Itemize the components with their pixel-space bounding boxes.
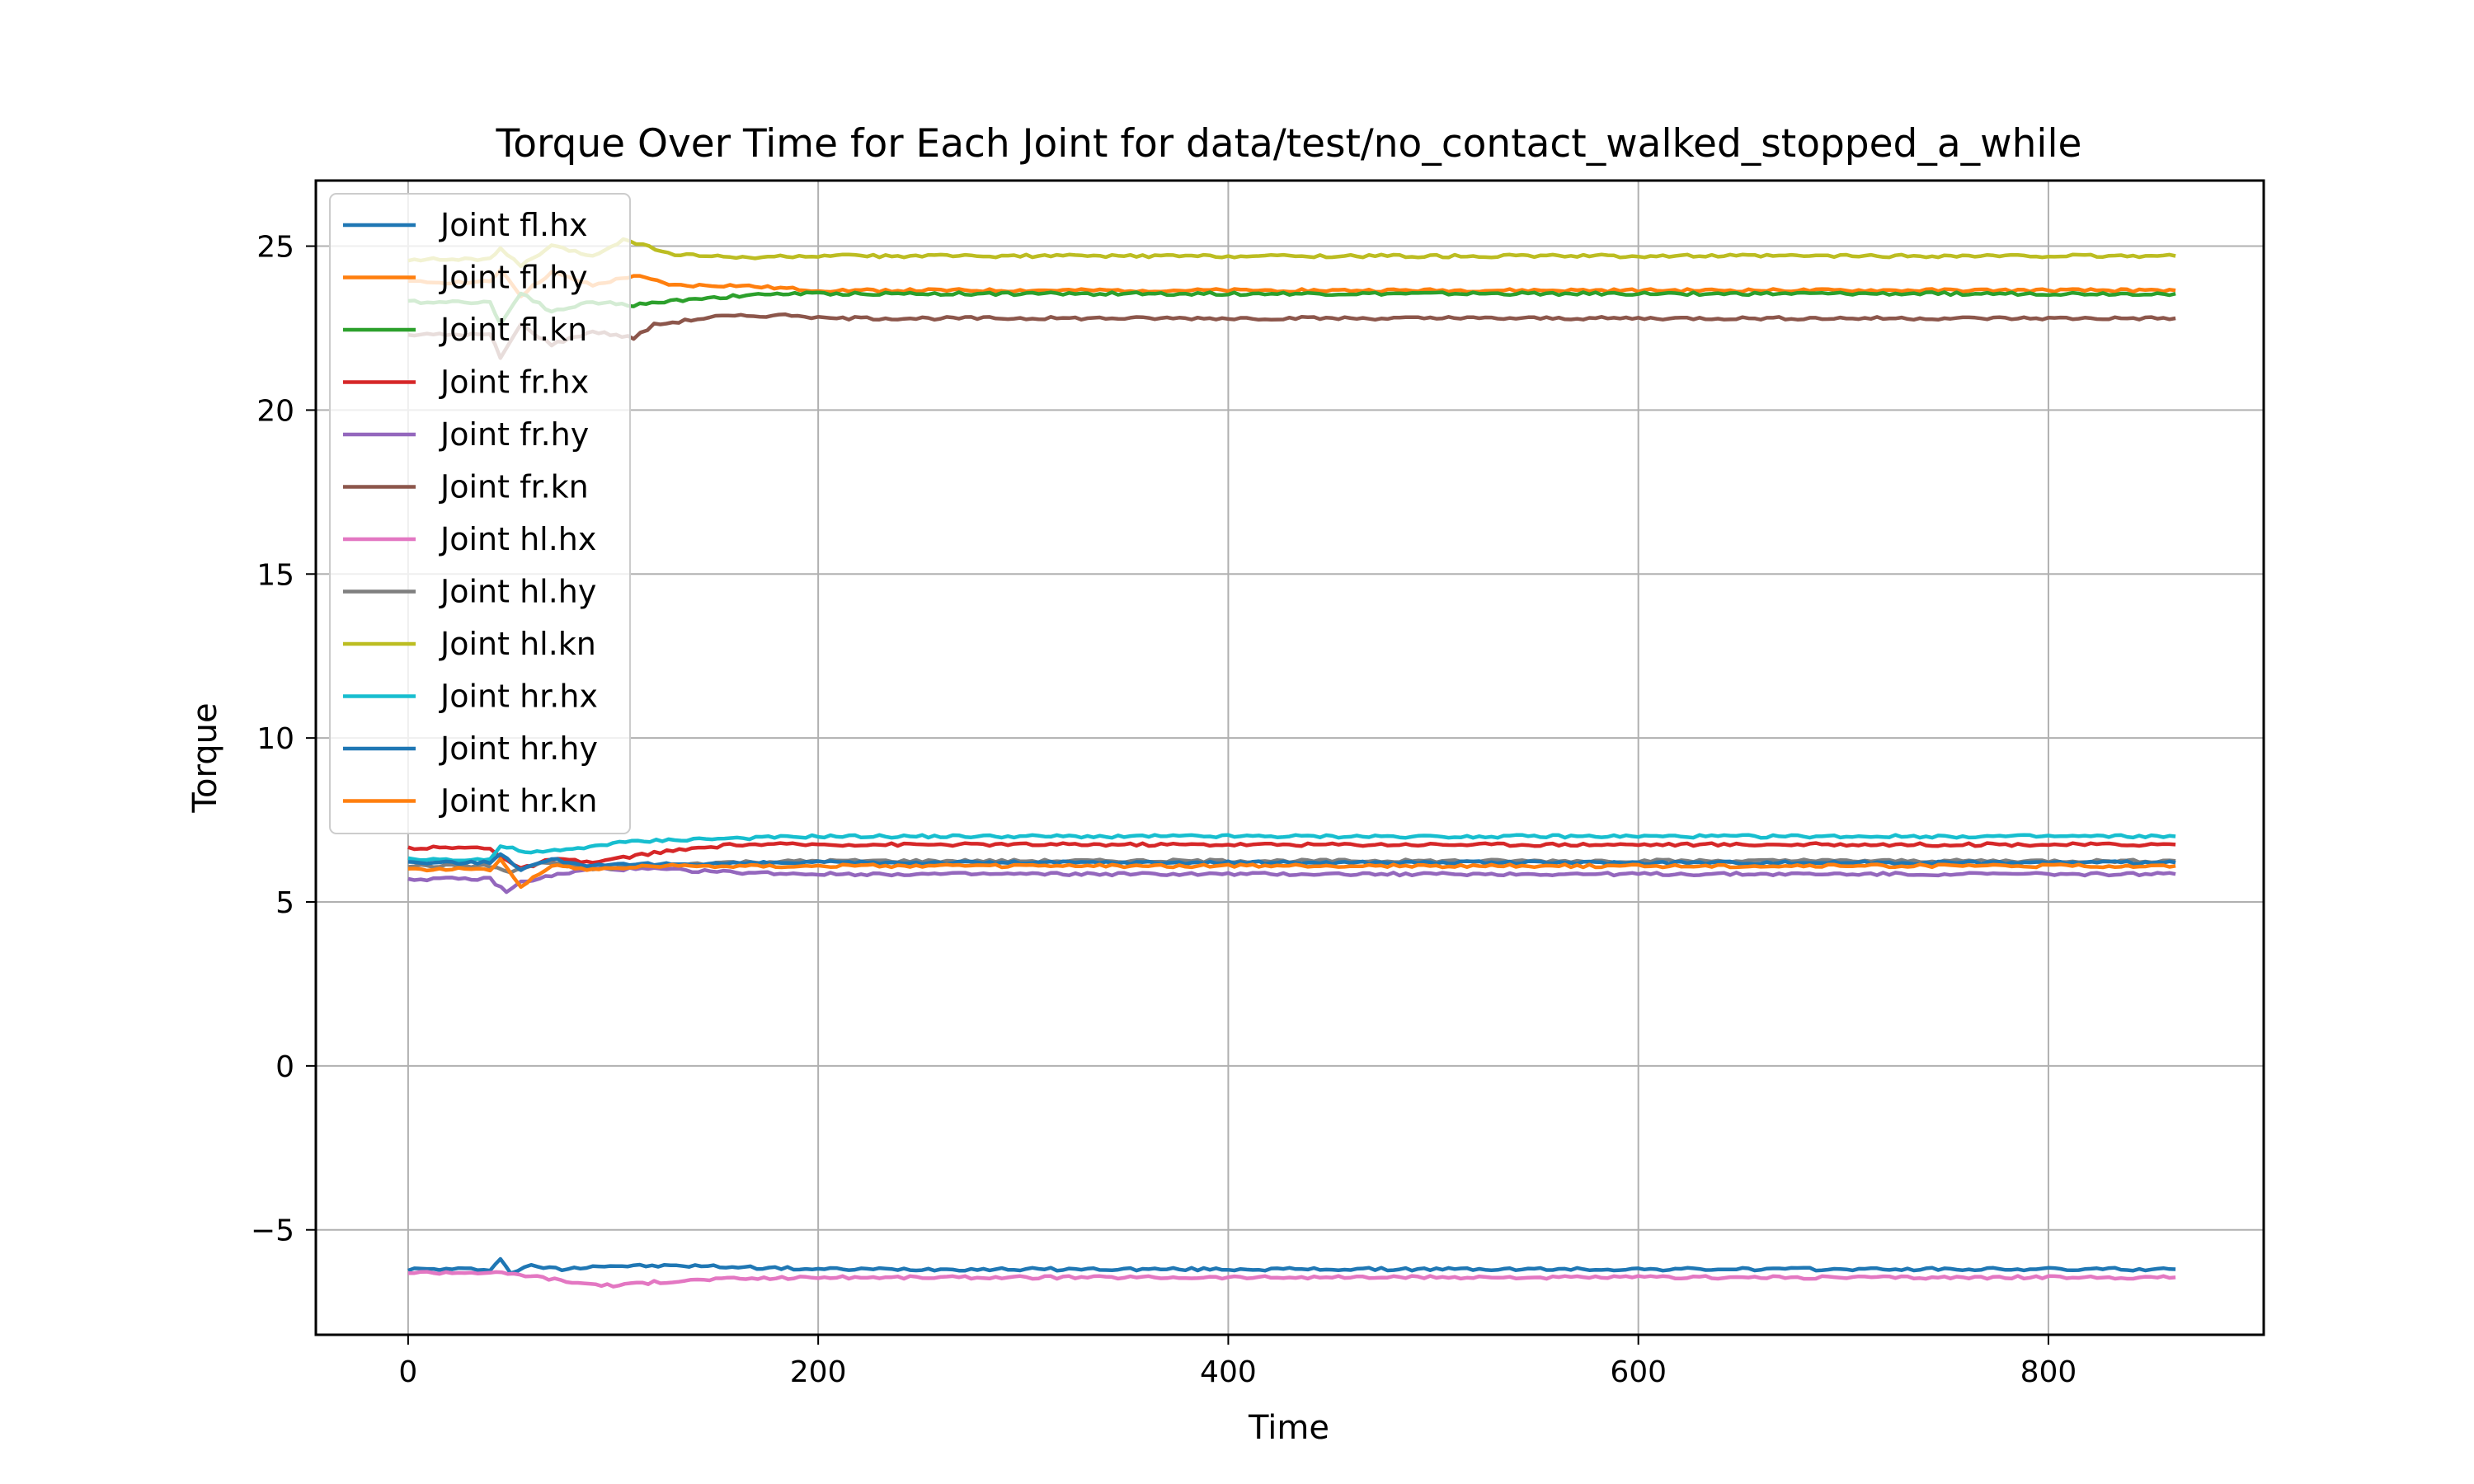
series-line-joint-fl-hy xyxy=(407,268,2176,298)
series-layer xyxy=(407,237,2176,1289)
y-axis: −5 0 5 10 15 20 25 xyxy=(251,231,316,1248)
y-tick-label: 10 xyxy=(256,722,294,756)
grid xyxy=(316,181,2264,1335)
x-tick-label: 400 xyxy=(1200,1355,1257,1389)
x-tick-label: 600 xyxy=(1610,1355,1667,1389)
x-tick-label: 0 xyxy=(398,1355,417,1389)
legend-label: Joint fl.hy xyxy=(439,260,588,296)
y-axis-label: Torque xyxy=(186,702,224,813)
legend-label: Joint hr.hx xyxy=(439,679,598,715)
legend-label: Joint hl.kn xyxy=(439,626,596,662)
legend-label: Joint fr.kn xyxy=(439,469,589,505)
legend: Joint fl.hx Joint fl.hy Joint fl.kn Joint f… xyxy=(329,193,631,834)
legend-label: Joint hr.kn xyxy=(439,783,597,819)
legend-label: Joint fl.hx xyxy=(439,207,588,243)
y-tick-label: 25 xyxy=(256,231,294,265)
series-line-joint-hl-kn xyxy=(407,237,2176,269)
series-line-joint-hr-kn xyxy=(407,857,2176,890)
series-line-joint-fr-hx xyxy=(407,841,2176,871)
chart-title: Torque Over Time for Each Joint for data… xyxy=(496,121,2082,167)
series-line-joint-hr-hx xyxy=(407,833,2176,863)
y-tick-label: −5 xyxy=(251,1214,294,1248)
series-line-joint-fr-hy xyxy=(407,866,2176,895)
y-tick-label: 0 xyxy=(275,1050,294,1084)
y-tick-label: 5 xyxy=(275,886,294,920)
legend-label: Joint hl.hy xyxy=(439,574,596,610)
legend-label: Joint hr.hy xyxy=(439,730,598,767)
series-line-joint-fl-kn xyxy=(407,290,2176,326)
y-tick-label: 20 xyxy=(256,394,294,428)
x-tick-label: 800 xyxy=(2020,1355,2077,1389)
series-line-joint-fr-kn xyxy=(407,312,2176,360)
legend-label: Joint fr.hx xyxy=(439,364,589,401)
series-line-joint-fl-hx xyxy=(407,1256,2176,1275)
x-axis-label: Time xyxy=(1248,1409,1329,1447)
x-axis: 0 200 400 600 800 xyxy=(398,1335,2077,1389)
legend-label: Joint hl.hx xyxy=(439,521,596,557)
legend-box xyxy=(329,193,631,834)
plot-frame xyxy=(314,179,2265,1336)
legend-label: Joint fr.hy xyxy=(439,416,589,453)
x-tick-label: 200 xyxy=(790,1355,847,1389)
legend-label: Joint fl.kn xyxy=(439,312,587,348)
series-line-joint-hl-hx xyxy=(407,1270,2176,1289)
y-tick-label: 15 xyxy=(256,558,294,592)
